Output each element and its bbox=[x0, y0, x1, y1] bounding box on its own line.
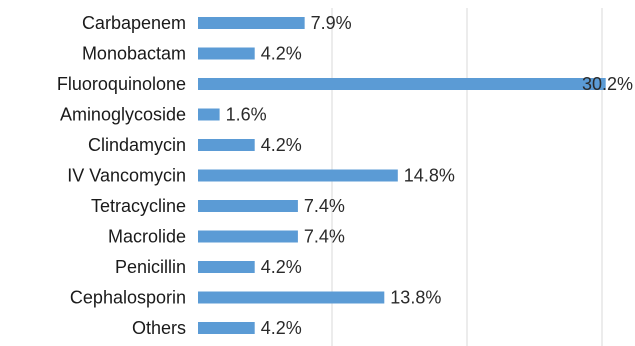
category-label: IV Vancomycin bbox=[67, 166, 186, 186]
value-labels: 7.9%4.2%30.2%1.6%4.2%14.8%7.4%7.4%4.2%13… bbox=[226, 13, 633, 338]
bar-fluoroquinolone bbox=[198, 78, 606, 90]
category-label: Fluoroquinolone bbox=[57, 74, 186, 94]
value-label: 4.2% bbox=[261, 44, 302, 64]
bar-iv-vancomycin bbox=[198, 169, 398, 182]
bars bbox=[198, 17, 606, 334]
value-label: 7.4% bbox=[304, 227, 345, 247]
value-label: 7.9% bbox=[311, 13, 352, 33]
category-label: Carbapenem bbox=[82, 13, 186, 33]
value-label: 4.2% bbox=[261, 135, 302, 155]
bar-macrolide bbox=[198, 230, 298, 243]
bar-aminoglycoside bbox=[198, 108, 220, 121]
category-label: Monobactam bbox=[82, 44, 186, 64]
category-label: Clindamycin bbox=[88, 135, 186, 155]
category-label: Cephalosporin bbox=[70, 288, 186, 308]
bar-carbapenem bbox=[198, 17, 305, 29]
value-label: 30.2% bbox=[582, 74, 633, 94]
category-label: Macrolide bbox=[108, 227, 186, 247]
category-label: Aminoglycoside bbox=[60, 105, 186, 125]
bar-monobactam bbox=[198, 47, 255, 60]
category-label: Penicillin bbox=[115, 257, 186, 277]
category-label: Tetracycline bbox=[91, 196, 186, 216]
value-label: 1.6% bbox=[226, 105, 267, 125]
bar-penicillin bbox=[198, 261, 255, 273]
bar-tetracycline bbox=[198, 200, 298, 212]
value-label: 4.2% bbox=[261, 257, 302, 277]
bar-others bbox=[198, 322, 255, 334]
bar-cephalosporin bbox=[198, 291, 385, 304]
value-label: 13.8% bbox=[390, 288, 441, 308]
value-label: 7.4% bbox=[304, 196, 345, 216]
bar-clindamycin bbox=[198, 139, 255, 151]
value-label: 4.2% bbox=[261, 318, 302, 338]
category-labels: Carbapenem Monobactam Fluoroquinolone Amino… bbox=[57, 13, 186, 338]
value-label: 14.8% bbox=[404, 166, 455, 186]
category-label: Others bbox=[132, 318, 186, 338]
